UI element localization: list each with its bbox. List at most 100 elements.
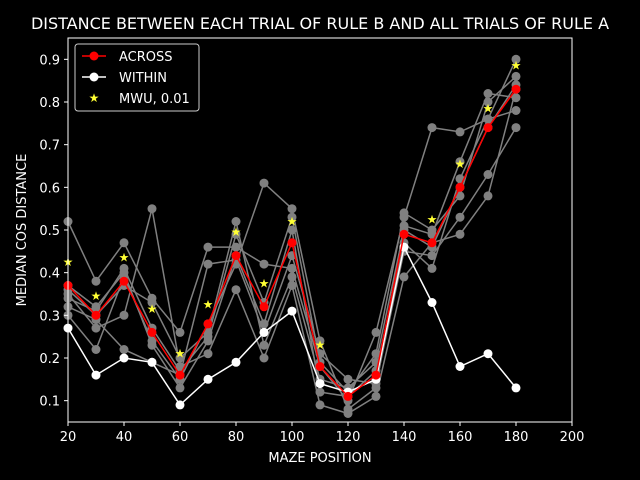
trial-series-point xyxy=(287,212,297,222)
x-tick-label: 100 xyxy=(280,430,305,445)
trial-series-point xyxy=(427,225,437,235)
legend-mwu-marker: ★ xyxy=(89,91,100,105)
trial-series-point xyxy=(371,349,381,359)
trial-series-point xyxy=(259,353,269,363)
across-series-point xyxy=(343,391,353,401)
trial-series-point xyxy=(119,345,129,354)
trial-series-point xyxy=(343,374,353,384)
legend-box xyxy=(74,43,200,112)
within-series-point xyxy=(427,298,437,307)
trial-series-point xyxy=(287,272,297,282)
trial-series-point xyxy=(483,89,493,98)
legend-mwu-label: MWU, 0.01 xyxy=(119,92,190,107)
across-series-point xyxy=(511,84,521,94)
x-tick-label: 160 xyxy=(448,430,473,445)
y-tick-label: 0.5 xyxy=(39,224,60,239)
trial-series-point xyxy=(483,191,493,201)
within-series-point xyxy=(287,306,297,316)
mwu-marker: ★ xyxy=(91,289,102,303)
trial-series-point xyxy=(427,123,437,133)
trial-series-point xyxy=(315,387,325,397)
trial-series-point xyxy=(259,178,269,188)
trial-series-point xyxy=(203,259,213,269)
trial-series-point xyxy=(203,242,213,252)
x-tick-label: 20 xyxy=(60,430,77,445)
mwu-marker: ★ xyxy=(287,215,298,229)
legend-across-label: ACROSS xyxy=(119,50,173,65)
x-tick-label: 60 xyxy=(172,430,189,445)
legend-across-marker xyxy=(89,51,99,61)
trial-series-point xyxy=(147,204,157,214)
y-tick-label: 0.2 xyxy=(39,352,60,367)
trial-series-point xyxy=(147,298,157,307)
within-series-point xyxy=(119,353,129,363)
within-series-point xyxy=(91,370,101,380)
y-tick-label: 0.6 xyxy=(39,181,60,196)
within-series-point xyxy=(203,374,213,384)
trial-series-point xyxy=(175,383,185,393)
trial-series-point xyxy=(175,353,185,363)
legend-within-label: WITHIN xyxy=(119,71,167,86)
trial-series-point xyxy=(455,157,465,167)
trial-series-point xyxy=(287,204,297,214)
across-series-point xyxy=(455,182,465,192)
across-series-point xyxy=(259,302,269,312)
trial-series-point xyxy=(231,229,241,239)
trial-series-point xyxy=(427,251,437,261)
within-series-point xyxy=(455,362,465,371)
x-tick-label: 140 xyxy=(392,430,417,445)
trial-series-point xyxy=(511,106,521,115)
mwu-marker: ★ xyxy=(203,298,214,312)
trial-series-point xyxy=(371,327,381,337)
within-series-point xyxy=(511,383,521,393)
across-series-point xyxy=(147,327,157,337)
trial-series-point xyxy=(119,263,129,273)
mwu-marker: ★ xyxy=(455,157,466,171)
trial-series-point xyxy=(175,327,185,337)
mwu-marker: ★ xyxy=(511,59,522,73)
y-axis-label: MEDIAN COS DISTANCE xyxy=(15,154,30,307)
across-series-point xyxy=(315,362,325,371)
trial-series-point xyxy=(315,400,325,410)
trial-series-point xyxy=(455,212,465,222)
legend: ACROSS WITHIN ★ MWU, 0.01 xyxy=(74,43,200,112)
trial-series-point xyxy=(259,259,269,269)
trial-series-point xyxy=(511,123,521,133)
across-series-point xyxy=(399,229,409,239)
trial-series-point xyxy=(455,127,465,137)
within-series-point xyxy=(175,400,185,410)
trial-series-point xyxy=(119,310,129,320)
within-series-point xyxy=(231,357,241,367)
mwu-marker: ★ xyxy=(119,251,130,265)
trial-series-point xyxy=(511,54,521,64)
trial-series-point xyxy=(455,191,465,201)
mwu-marker: ★ xyxy=(427,212,438,226)
within-series-point xyxy=(147,357,157,367)
mwu-marker: ★ xyxy=(483,101,494,115)
across-series-point xyxy=(91,310,101,320)
trial-series-point xyxy=(483,114,493,124)
trial-series-point xyxy=(203,349,213,359)
trial-series-point xyxy=(399,272,409,282)
trial-series-point xyxy=(259,340,269,350)
trial-series-point xyxy=(203,332,213,342)
trial-series-point xyxy=(371,391,381,401)
legend-within-marker xyxy=(89,72,99,82)
within-series-point xyxy=(259,327,269,337)
y-tick-label: 0.3 xyxy=(39,309,60,324)
across-series-point xyxy=(175,370,185,380)
y-tick-label: 0.9 xyxy=(39,53,60,68)
trial-series-point xyxy=(511,71,521,81)
across-series-point xyxy=(483,123,493,133)
x-tick-label: 200 xyxy=(560,430,585,445)
y-tick-label: 0.4 xyxy=(39,267,60,282)
mwu-marker: ★ xyxy=(147,302,158,316)
across-series-point xyxy=(371,370,381,380)
x-tick-label: 180 xyxy=(504,430,529,445)
trial-series-point xyxy=(231,217,241,226)
y-tick-label: 0.7 xyxy=(39,139,60,154)
trial-series-point xyxy=(343,409,353,418)
within-series-point xyxy=(315,379,325,389)
across-series-point xyxy=(203,319,213,329)
